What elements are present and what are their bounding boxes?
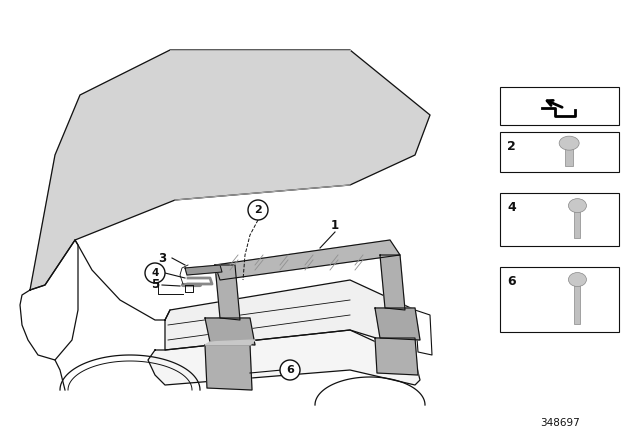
Bar	[575, 211, 580, 238]
Text: 348697: 348697	[540, 418, 580, 428]
Bar	[575, 284, 580, 323]
Bar	[500, 132, 619, 172]
Circle shape	[145, 263, 165, 283]
Text: 2: 2	[254, 205, 262, 215]
Circle shape	[248, 200, 268, 220]
Text: 2: 2	[508, 140, 516, 153]
Polygon shape	[215, 240, 400, 280]
Text: 6: 6	[508, 275, 516, 288]
Polygon shape	[148, 330, 420, 385]
Ellipse shape	[568, 272, 586, 287]
Text: 3: 3	[158, 251, 166, 264]
Polygon shape	[30, 50, 430, 290]
Bar	[565, 148, 573, 167]
Text: 4: 4	[151, 268, 159, 278]
Ellipse shape	[559, 136, 579, 150]
Polygon shape	[380, 255, 405, 310]
Polygon shape	[185, 265, 222, 275]
Circle shape	[280, 360, 300, 380]
Bar	[500, 87, 619, 125]
Polygon shape	[165, 280, 415, 350]
Bar	[500, 193, 619, 246]
Polygon shape	[375, 308, 420, 340]
Bar	[500, 267, 619, 332]
Text: 6: 6	[286, 365, 294, 375]
Polygon shape	[205, 340, 255, 345]
Text: 1: 1	[331, 219, 339, 232]
Ellipse shape	[568, 198, 586, 213]
Text: 5: 5	[151, 279, 159, 292]
Polygon shape	[215, 265, 240, 320]
Text: 4: 4	[508, 201, 516, 214]
Polygon shape	[205, 318, 255, 345]
Polygon shape	[205, 345, 252, 390]
Polygon shape	[375, 338, 418, 375]
